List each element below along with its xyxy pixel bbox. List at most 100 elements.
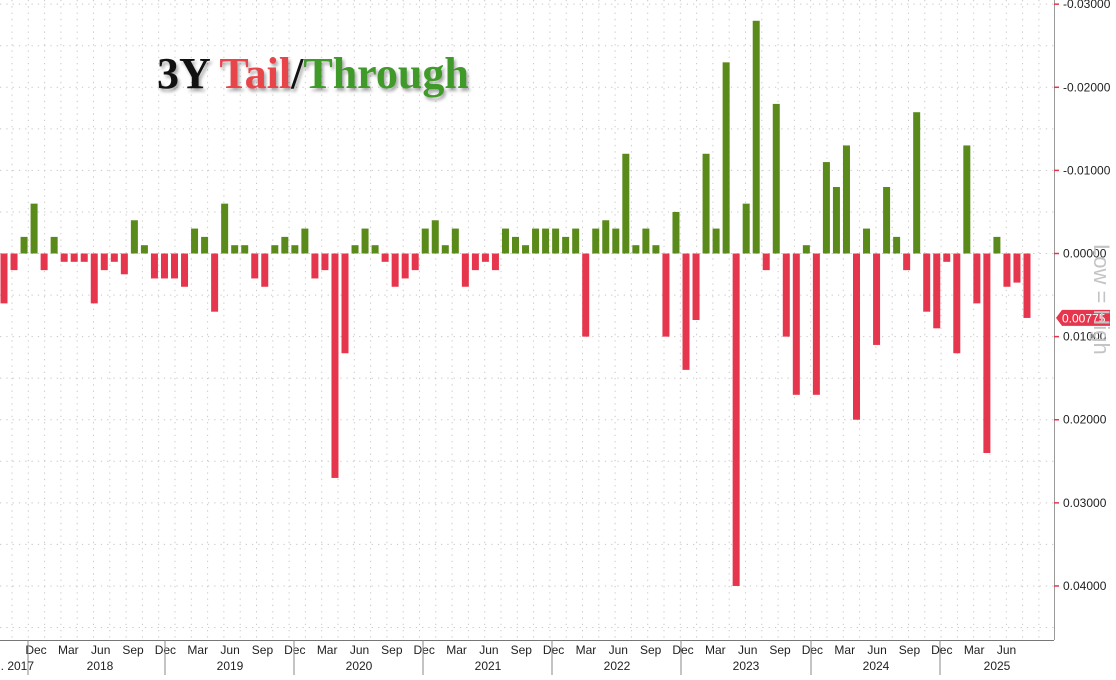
- bar: [461, 253, 469, 287]
- x-month-label: Mar: [834, 643, 855, 657]
- bar: [411, 253, 419, 271]
- bar: [873, 253, 881, 345]
- bar: [602, 220, 610, 254]
- bar: [923, 253, 931, 312]
- bar: [120, 253, 128, 275]
- x-year-label: 2025: [984, 659, 1011, 673]
- bar: [702, 153, 710, 254]
- bar: [391, 253, 399, 287]
- bar: [40, 253, 48, 271]
- x-month-label: Dec: [672, 643, 693, 657]
- bar: [532, 228, 540, 254]
- x-month-label: Mar: [576, 643, 597, 657]
- bar: [481, 253, 489, 262]
- bar: [983, 253, 991, 453]
- bar: [883, 187, 891, 254]
- bar: [20, 236, 28, 254]
- y-tick-label: -0.03000: [1063, 0, 1111, 11]
- bar: [542, 228, 550, 254]
- y-axis: -0.03000 -0.02000 -0.01000 0.00000 0.01000 0.…: [1054, 0, 1111, 640]
- bar: [271, 245, 279, 254]
- bar: [181, 253, 189, 287]
- bar: [160, 253, 168, 279]
- side-label: Low = High: [1089, 244, 1114, 355]
- bar: [973, 253, 981, 304]
- bar: [842, 145, 850, 254]
- bar: [10, 253, 18, 271]
- x-year-label: 2021: [475, 659, 502, 673]
- title-part-2: /: [290, 49, 304, 98]
- y-tick-label: 0.00000: [1063, 247, 1107, 261]
- bars: [0, 20, 1031, 586]
- bar: [762, 253, 770, 271]
- bar: [331, 253, 339, 478]
- bar: [191, 228, 199, 254]
- bar: [80, 253, 88, 262]
- last-value-tag: 0.00775: [1056, 309, 1110, 326]
- bar: [201, 236, 209, 254]
- bar: [491, 253, 499, 271]
- bar: [0, 253, 8, 304]
- bar: [993, 236, 1001, 254]
- bar: [552, 228, 560, 254]
- bar: [963, 145, 971, 254]
- bar: [361, 228, 369, 254]
- bar: [90, 253, 98, 304]
- y-tick-label: 0.03000: [1063, 496, 1107, 510]
- bar: [171, 253, 178, 279]
- x-month-label: Sep: [899, 643, 921, 657]
- x-month-label: Dec: [543, 643, 564, 657]
- bar: [692, 253, 700, 320]
- x-month-label: Dec: [931, 643, 952, 657]
- bar: [853, 253, 860, 420]
- bar: [371, 245, 379, 254]
- bar: [421, 228, 429, 254]
- x-month-label: Mar: [317, 643, 338, 657]
- bar: [822, 162, 830, 254]
- y-tick-label: -0.02000: [1063, 80, 1111, 94]
- bar: [1013, 253, 1021, 283]
- x-month-label: Sep: [769, 643, 791, 657]
- bar: [301, 228, 309, 254]
- bar: [321, 253, 329, 271]
- x-month-label: Jun: [738, 643, 757, 657]
- bar: [351, 245, 359, 254]
- x-year-label: 2018: [87, 659, 114, 673]
- bar: [943, 253, 951, 262]
- bar: [501, 228, 509, 254]
- x-axis: Dec Mar Jun Sep Dec Mar Jun Sep Dec Mar Jun Sep Dec M…: [0, 640, 1054, 675]
- bar: [401, 253, 409, 279]
- bar: [682, 253, 690, 370]
- bar: [60, 253, 68, 262]
- bar: [632, 245, 640, 254]
- last-value-label: 0.00775: [1062, 311, 1106, 325]
- bar: [642, 228, 650, 254]
- bar: [471, 253, 479, 271]
- bar: [772, 103, 780, 254]
- bar: [572, 228, 580, 254]
- bar: [612, 228, 620, 254]
- bar: [893, 236, 901, 254]
- title-part-0: 3Y: [157, 49, 219, 98]
- x-month-label: Dec: [284, 643, 305, 657]
- bar: [1003, 253, 1011, 287]
- y-tick-label: -0.01000: [1063, 163, 1111, 177]
- y-tick-label: 0.01000: [1063, 330, 1107, 344]
- bar: [802, 245, 810, 254]
- x-month-label: Jun: [867, 643, 886, 657]
- x-month-label: Sep: [252, 643, 274, 657]
- bar: [341, 253, 349, 354]
- x-year-label: 2024: [863, 659, 890, 673]
- bar: [110, 253, 118, 262]
- bar: [50, 236, 58, 254]
- x-month-label: Mar: [187, 643, 208, 657]
- bar: [622, 153, 630, 254]
- bar: [913, 112, 921, 254]
- x-year-label: 2020: [346, 659, 373, 673]
- x-month-label: Mar: [964, 643, 985, 657]
- x-month-label: Jun: [997, 643, 1016, 657]
- bar: [863, 228, 871, 254]
- bar: [311, 253, 319, 279]
